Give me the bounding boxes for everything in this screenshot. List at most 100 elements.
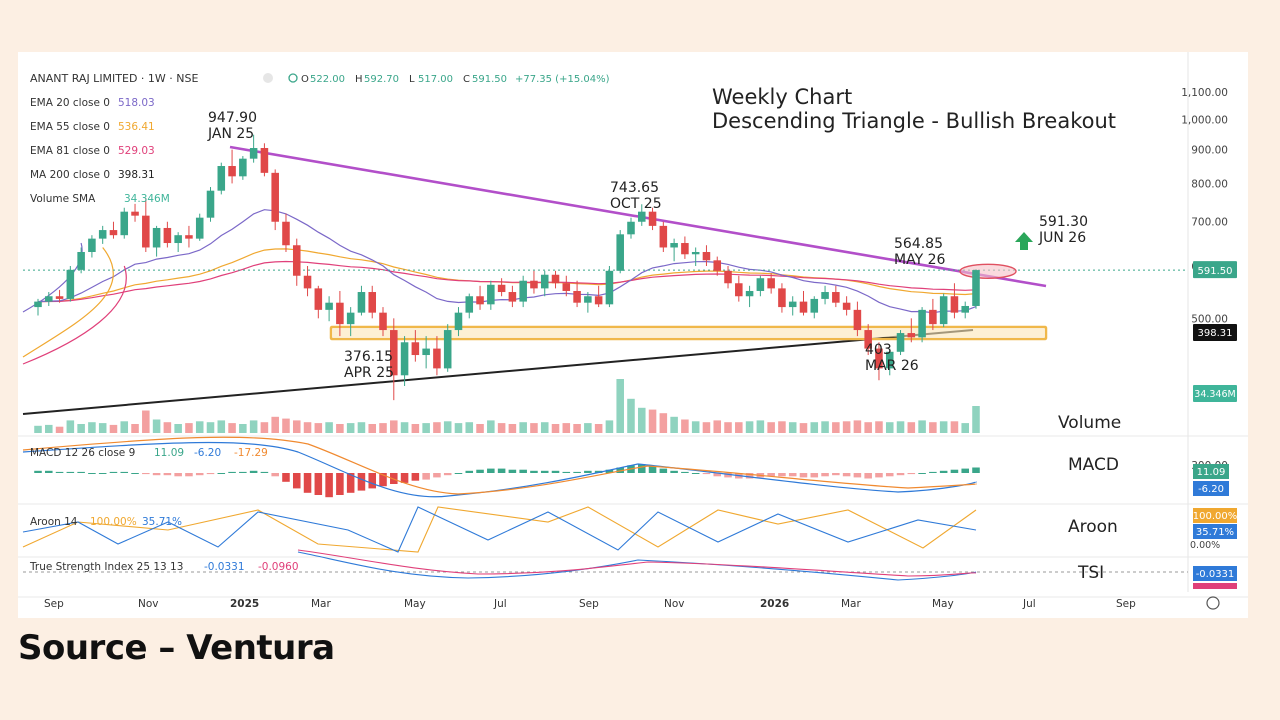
macd-histogram-bar — [832, 473, 840, 476]
macd-histogram-bar — [271, 473, 279, 477]
volume-bar — [411, 424, 420, 433]
candle-body — [832, 292, 840, 303]
macd-histogram-bar — [713, 473, 722, 477]
last-price-badge — [1193, 261, 1237, 279]
macd-histogram-bar — [206, 473, 215, 475]
ma200-line — [22, 329, 974, 415]
x-tick-label: Nov — [138, 598, 159, 610]
candle-body — [961, 305, 969, 313]
candle-body — [702, 251, 711, 261]
volume-bar — [34, 425, 42, 433]
price-annotation: JAN 25 — [207, 126, 254, 142]
macd-histogram-bar — [454, 473, 463, 474]
macd-histogram-bar — [853, 473, 862, 478]
candle-body — [713, 260, 722, 271]
volume-bar — [972, 406, 980, 433]
candle-body — [142, 215, 150, 248]
macd-histogram-bar — [88, 473, 96, 474]
volume-bar — [627, 398, 635, 433]
candle-body — [271, 172, 279, 222]
volume-bar — [939, 421, 948, 433]
volume-bar — [691, 421, 700, 433]
candle-body — [45, 296, 53, 302]
candle-body — [799, 301, 808, 313]
candle-body — [605, 270, 614, 305]
volume-bar — [77, 424, 85, 433]
macd-badge — [1193, 464, 1229, 479]
macd-histogram-bar — [77, 471, 85, 473]
price-annotation: JUN 26 — [1038, 230, 1086, 246]
aroon-down-badge — [1193, 524, 1237, 539]
x-tick-label: Jul — [1022, 598, 1036, 610]
macd-histogram-bar — [972, 467, 980, 473]
price-change: +77.35 (+15.04%) — [515, 74, 610, 85]
price-annotation: 403 — [865, 342, 892, 358]
candle-body — [584, 296, 592, 303]
volume-bar — [875, 421, 883, 433]
volume-bar — [314, 423, 323, 433]
candle-body — [55, 296, 64, 299]
aroon-up-badge — [1193, 508, 1237, 523]
candle-body — [724, 270, 732, 284]
indicator-label: EMA 20 close 0 — [30, 97, 110, 109]
indicator-value: 518.03 — [118, 97, 155, 109]
volume-bar — [45, 424, 53, 433]
chart-frame: 1,100.001,000.00900.00800.00700.00600.00… — [18, 52, 1248, 618]
volume-badge — [1193, 385, 1237, 402]
ema20-line — [37, 209, 977, 314]
volume-bar — [540, 422, 549, 433]
indicator-value: 536.41 — [118, 121, 155, 133]
tsi-legend-value: -0.0331 — [204, 561, 245, 573]
volume-bar — [810, 422, 819, 433]
candle-body — [390, 330, 398, 376]
volume-bar — [66, 420, 75, 433]
candle-body — [896, 333, 905, 352]
macd-panel-label: MACD — [1068, 455, 1119, 475]
candle-body — [260, 148, 269, 173]
macd-histogram-bar — [799, 473, 808, 478]
macd-histogram-bar — [659, 468, 668, 473]
candle-body — [120, 211, 129, 236]
candle-body — [163, 227, 172, 244]
tsi-legend-value: -0.0960 — [258, 561, 299, 573]
candle-body — [929, 309, 937, 325]
candle-body — [228, 166, 236, 177]
volume-bar — [206, 422, 215, 433]
aroon-legend-value: 35.71% — [142, 516, 182, 528]
candle-body — [907, 333, 916, 338]
candle-body — [530, 280, 538, 289]
macd-histogram-bar — [98, 473, 107, 474]
candle-body — [540, 274, 549, 289]
macd-histogram-bar — [357, 473, 366, 491]
volume-bar — [842, 421, 851, 433]
price-tick-label: 900.00 — [1191, 145, 1228, 157]
volume-bar — [832, 422, 840, 433]
volume-bar — [357, 422, 366, 433]
aroon-panel-label: Aroon — [1068, 517, 1118, 537]
volume-bar — [325, 422, 333, 433]
candle-body — [821, 292, 829, 299]
volume-bar — [131, 424, 139, 433]
indicator-value: 529.03 — [118, 145, 155, 157]
candle-body — [131, 211, 139, 216]
indicator-label: EMA 55 close 0 — [30, 121, 110, 133]
volume-bar — [778, 421, 786, 433]
macd-histogram-bar — [368, 473, 377, 489]
price-tick-label: 700.00 — [1191, 217, 1228, 229]
candle-body — [379, 312, 387, 331]
indicator-value: 34.346M — [124, 193, 170, 205]
candle-body — [756, 278, 765, 291]
candle-body — [443, 330, 452, 369]
volume-bar — [853, 420, 862, 433]
x-tick-label: Sep — [1116, 598, 1136, 610]
x-tick-label: 2026 — [760, 598, 789, 610]
up-arrow-icon — [1015, 232, 1033, 250]
candle-body — [88, 238, 96, 252]
price-annotation: APR 25 — [344, 365, 394, 381]
ma200-badge-text: 398.31 — [1198, 328, 1233, 339]
macd-histogram-bar — [896, 473, 905, 476]
support-zone — [329, 325, 1048, 341]
macd-histogram-bar — [66, 471, 75, 473]
ema55-line-lead — [22, 247, 114, 358]
candle-body — [476, 296, 484, 305]
